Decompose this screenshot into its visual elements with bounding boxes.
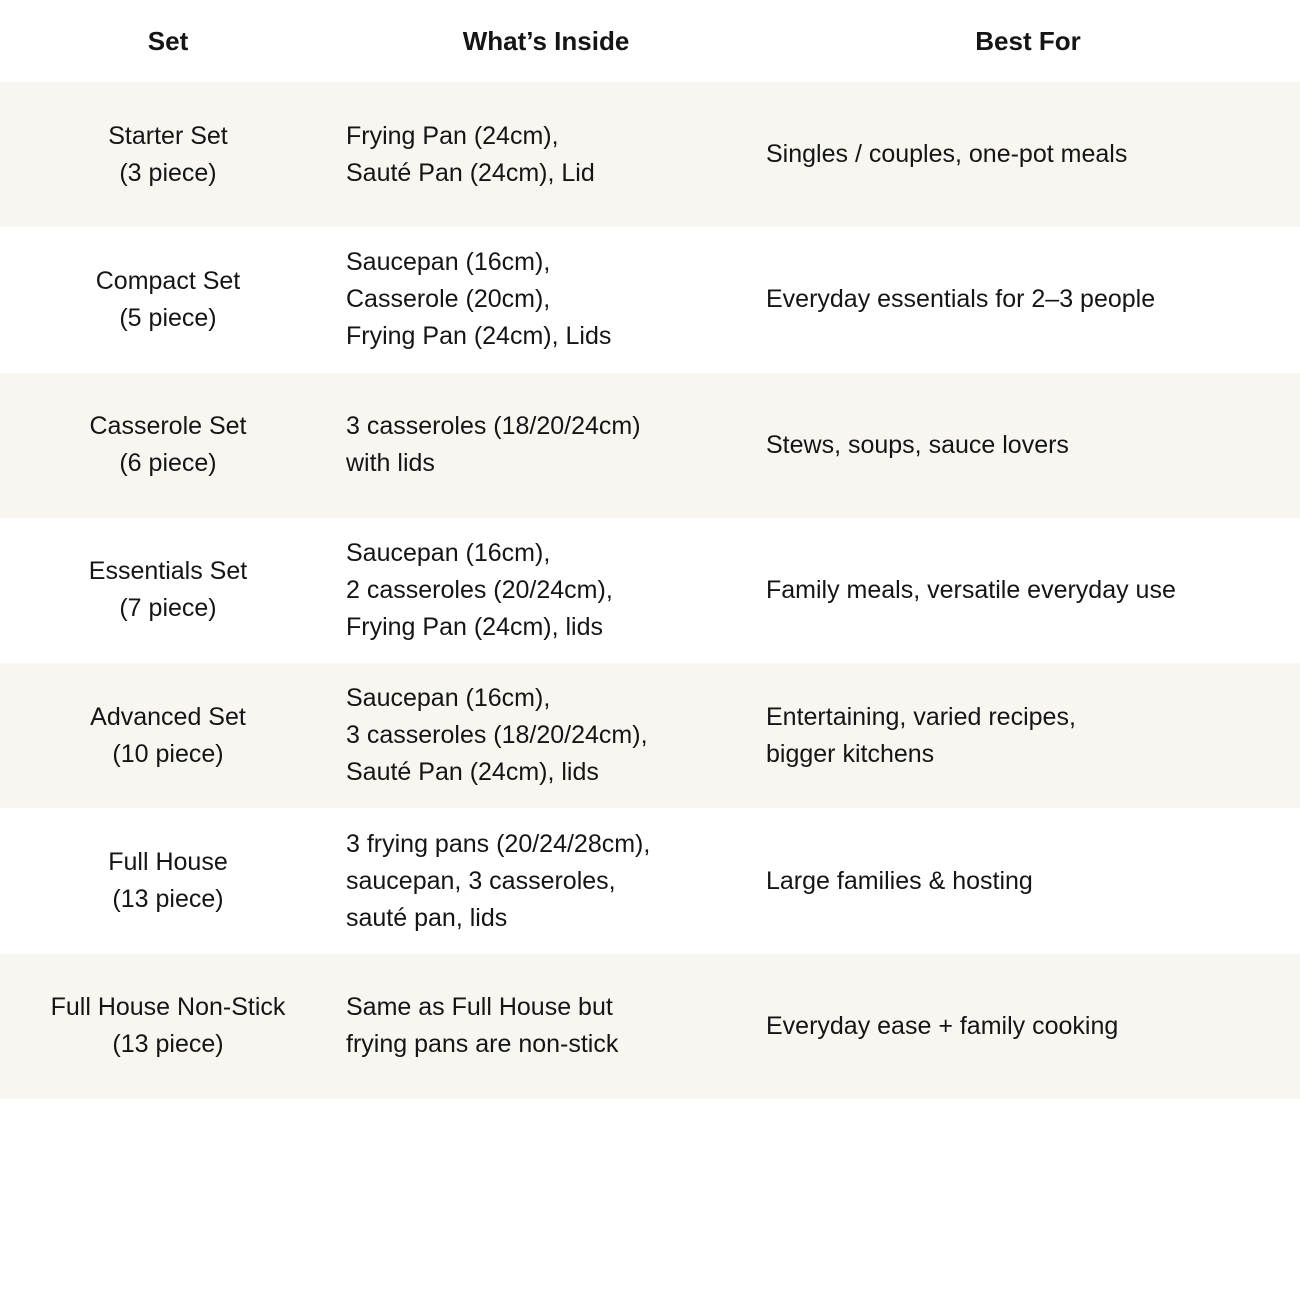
table-header: Set What’s Inside Best For (0, 0, 1300, 82)
cell-set: Compact Set (5 piece) (95, 266, 241, 332)
cell-best-for: Stews, soups, sauce lovers (766, 430, 1069, 459)
table-row: Full House Non-Stick (13 piece) Same as F… (0, 953, 1300, 1099)
cell-best-for: Everyday ease + family cooking (766, 1011, 1119, 1040)
table-row: Casserole Set (6 piece) 3 casseroles (18/… (0, 372, 1300, 518)
table-row: Full House (13 piece) 3 frying pans (20/2… (0, 809, 1300, 954)
cell-set: Essentials Set (7 piece) (88, 557, 248, 623)
cell-set: Full House Non-Stick (13 piece) (50, 993, 286, 1059)
cell-set: Casserole Set (6 piece) (89, 412, 247, 478)
cell-best-for: Family meals, versatile everyday use (766, 575, 1176, 604)
cell-whats-inside: Saucepan (16cm), Casserole (20cm), Fryin… (346, 248, 612, 351)
cell-best-for: Everyday essentials for 2–3 people (766, 285, 1156, 314)
cell-best-for: Singles / couples, one-pot meals (766, 140, 1128, 168)
cell-whats-inside: Saucepan (16cm), 2 casseroles (20/24cm),… (346, 538, 613, 641)
cell-whats-inside: 3 frying pans (20/24/28cm), saucepan, 3 … (346, 829, 651, 932)
cell-best-for: Large families & hosting (766, 866, 1033, 895)
table-row: Essentials Set (7 piece) Saucepan (16cm),… (0, 518, 1300, 663)
cell-best-for: Entertaining, varied recipes, bigger kit… (766, 702, 1076, 768)
header-set: Set (147, 25, 189, 56)
table-row: Advanced Set (10 piece) Saucepan (16cm), … (0, 663, 1300, 809)
header-best-for: Best For (975, 25, 1081, 56)
table-row: Compact Set (5 piece) Saucepan (16cm), Ca… (0, 227, 1300, 372)
header-whats-inside: What’s Inside (462, 25, 630, 56)
cell-whats-inside: 3 casseroles (18/20/24cm) with lids (346, 412, 641, 478)
table-row: Starter Set (3 piece) Frying Pan (24cm), … (0, 82, 1300, 227)
cell-set: Full House (13 piece) (108, 848, 228, 913)
cell-whats-inside: Saucepan (16cm), 3 casseroles (18/20/24c… (346, 684, 648, 787)
cell-set: Starter Set (3 piece) (108, 121, 228, 187)
cell-whats-inside: Same as Full House but frying pans are n… (346, 993, 619, 1059)
cell-whats-inside: Frying Pan (24cm), Sauté Pan (24cm), Lid (346, 121, 595, 187)
cell-set: Advanced Set (10 piece) (90, 702, 246, 768)
